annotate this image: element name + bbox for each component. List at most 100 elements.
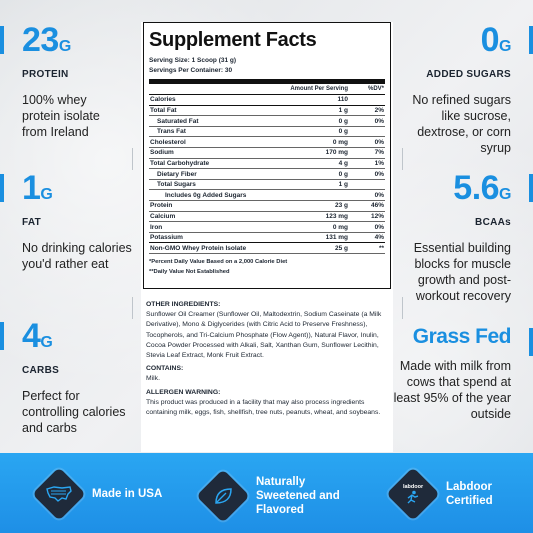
facts-row: Protein 23 g 46% [149,200,385,212]
nutrient-name: Trans Fat [149,126,259,138]
facts-row: Trans Fat 0 g [149,126,385,138]
runner-icon [407,490,419,504]
nutrient-amount: 0 g [259,115,349,127]
nutrient-dv: 4% [349,232,385,244]
stat-description: No drinking calories you'd rather eat [22,241,132,271]
facts-header-amount: Amount Per Serving [259,84,349,96]
nutrient-name: Sodium [149,147,259,159]
nutrient-amount [259,189,349,202]
nutrient-amount: 131 mg [259,232,349,244]
accent-bar [529,26,533,54]
nutrient-name: Includes 0g Added Sugars [149,189,259,202]
nutrient-dv: 1% [349,158,385,170]
protein-stat: 23G PROTEIN 100% whey protein isolate fr… [0,23,142,140]
facts-row: Total Sugars 1 g [149,179,385,191]
facts-header-name [149,84,259,96]
nutrient-name: Calories [149,94,259,106]
serving-info: Serving Size: 1 Scoop (31 g) Servings Pe… [149,56,385,76]
nutrient-dv [349,179,385,191]
stat-description: No refined sugars like sucrose, dextrose… [412,93,511,155]
facts-row: Saturated Fat 0 g 0% [149,115,385,127]
leaf-icon [215,488,232,504]
nutrient-dv: 0% [349,221,385,233]
facts-title: Supplement Facts [149,29,317,51]
facts-row: Cholesterol 0 mg 0% [149,136,385,149]
servings-per-container: Servings Per Container: 30 [149,67,233,74]
nutrient-amount: 0 mg [259,136,349,149]
ingredients-section: OTHER INGREDIENTS: Sunflower Oil Creamer… [146,297,390,421]
facts-row: Iron 0 mg 0% [149,221,385,233]
feature-band: Made in USA Naturally Sweetened and Flav… [0,453,533,533]
stat-description: Perfect for controlling calories and car… [22,389,126,435]
facts-footnotes: *Percent Daily Value Based on a 2,000 Ca… [149,257,385,276]
bcaas-stat: 5.6G BCAAs Essential building blocks for… [381,171,533,304]
divider [132,148,133,170]
facts-row: Potassium 131 mg 4% [149,232,385,244]
nutrient-amount: 0 mg [259,221,349,233]
nutrient-name: Non-GMO Whey Protein Isolate [149,242,259,254]
stat-description: 100% whey protein isolate from Ireland [22,93,100,139]
feature-naturally-sweetened: Naturally Sweetened and Flavored [196,469,366,523]
badge: labdoor [386,467,440,521]
facts-table: Amount Per Serving %DV* Calories 110 Total… [149,84,385,254]
nutrient-name: Potassium [149,232,259,244]
feature-text: Naturally Sweetened and Flavored [256,476,340,516]
nutrient-amount: 0 g [259,126,349,138]
nutrient-name: Total Fat [149,105,259,117]
nutrient-dv: 46% [349,200,385,212]
allergen-heading: ALLERGEN WARNING: [146,388,221,396]
nutrient-amount: 110 [259,94,349,106]
facts-row: Total Fat 1 g 2% [149,105,385,117]
stat-value: 0G [480,21,512,59]
divider [132,297,133,319]
nutrient-amount: 23 g [259,200,349,212]
facts-row: Total Carbohydrate 4 g 1% [149,158,385,170]
divider [402,297,403,319]
badge [32,467,86,521]
stat-label: ADDED SUGARS [426,69,511,80]
nutrient-name: Saturated Fat [149,115,259,127]
facts-rule [149,79,385,84]
nutrient-name: Iron [149,221,259,233]
carbs-stat: 4G CARBS Perfect for controlling calorie… [0,317,142,436]
stat-value: 4G [22,317,53,355]
other-ingredients-text: Sunflower Oil Creamer (Sunflower Oil, Ma… [146,311,382,360]
nutrient-name: Total Sugars [149,179,259,191]
serving-size: Serving Size: 1 Scoop (31 g) [149,57,237,64]
accent-bar [0,322,4,350]
nutrient-dv [349,94,385,106]
feature-made-in-usa: Made in USA [32,467,182,521]
supplement-facts-box: Supplement Facts Serving Size: 1 Scoop (… [143,22,391,289]
facts-row: Dietary Fiber 0 g 0% [149,168,385,180]
nutrient-dv: 7% [349,147,385,159]
footnote: **Daily Value Not Established [149,269,230,275]
feature-labdoor-certified: labdoor Labdoor Certified [386,467,516,521]
nutrient-name: Cholesterol [149,136,259,149]
nutrient-amount: 25 g [259,242,349,254]
stat-description: Made with milk from cows that spend at l… [393,359,511,421]
facts-row: Includes 0g Added Sugars 0% [149,189,385,202]
added-sugars-stat: 0G ADDED SUGARS No refined sugars like s… [381,21,533,156]
usa-map-icon [46,486,72,502]
facts-row: Sodium 170 mg 7% [149,147,385,159]
divider [402,148,403,170]
nutrient-name: Protein [149,200,259,212]
facts-header-row: Amount Per Serving %DV* [149,84,385,96]
nutrient-name: Dietary Fiber [149,168,259,180]
nutrient-amount: 123 mg [259,211,349,223]
feature-text: Made in USA [92,488,163,500]
nutrient-amount: 0 g [259,168,349,180]
badge [196,469,250,523]
stat-description: Essential building blocks for muscle gro… [413,241,511,303]
grass-fed-stat: Grass Fed Made with milk from cows that … [381,326,533,422]
contains-text: Milk. [146,375,160,383]
stat-value: 1G [22,169,53,207]
nutrient-amount: 170 mg [259,147,349,159]
footnote: *Percent Daily Value Based on a 2,000 Ca… [149,259,288,265]
feature-text: Labdoor Certified [446,481,493,507]
stat-label: PROTEIN [22,69,69,80]
nutrient-dv: 2% [349,105,385,117]
allergen-text: This product was produced in a facility … [146,398,381,417]
nutrient-name: Calcium [149,211,259,223]
facts-row: Non-GMO Whey Protein Isolate 25 g ** [149,242,385,254]
